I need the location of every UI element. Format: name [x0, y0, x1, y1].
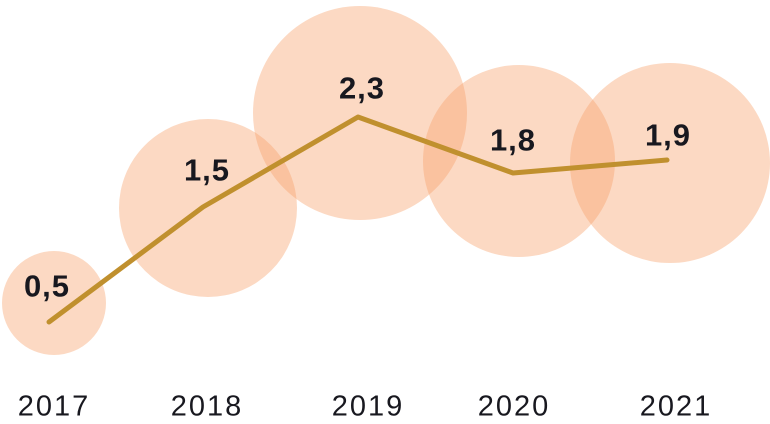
value-label-2019: 2,3 — [338, 70, 386, 106]
bubble — [253, 6, 467, 220]
axis-label-2017: 2017 — [17, 390, 91, 423]
bubbles-group — [2, 6, 770, 355]
bubble — [570, 63, 770, 263]
value-label-2021: 1,9 — [644, 117, 692, 153]
axis-label-2021: 2021 — [639, 390, 713, 423]
value-label-2018: 1,5 — [183, 152, 231, 188]
trend-line — [46, 114, 670, 325]
axis-label-2019: 2019 — [331, 390, 405, 423]
value-label-2020: 1,8 — [489, 122, 537, 158]
axis-label-2020: 2020 — [477, 390, 551, 423]
axis-label-2018: 2018 — [170, 390, 244, 423]
bubble — [423, 65, 615, 257]
bubble — [2, 251, 106, 355]
value-label-2017: 0,5 — [23, 268, 71, 304]
bubble — [119, 119, 297, 297]
